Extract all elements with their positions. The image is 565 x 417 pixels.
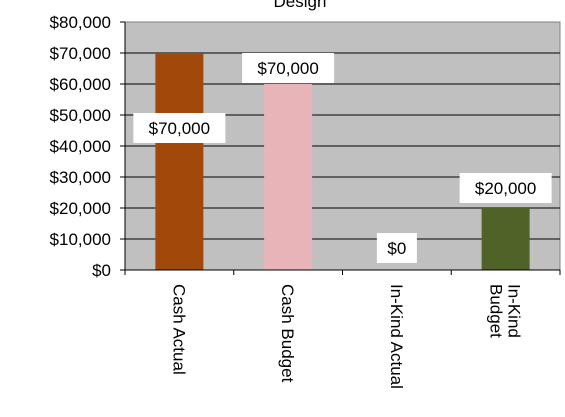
data-labels: $70,000 $70,000 $0 $20,000 [133, 53, 552, 263]
x-tick-label: In-Kind Actual [387, 284, 406, 389]
bars [155, 53, 530, 270]
x-tick-label: Cash Actual [169, 284, 188, 375]
y-tick-label: $50,000 [50, 106, 111, 125]
y-axis: $0 $10,000 $20,000 $30,000 $40,000 $50,000 $60… [50, 13, 126, 280]
chart-title: Design [274, 0, 327, 11]
bar [264, 84, 313, 270]
data-label-box [133, 113, 226, 143]
bar [481, 208, 530, 270]
data-label-box [242, 53, 335, 83]
y-tick-label: $0 [92, 261, 111, 280]
x-tick-label-line: Cash Budget [278, 284, 297, 383]
x-axis: Cash Actual Cash Budget In-Kind Actual In-K… [124, 269, 561, 389]
data-label-text: $70,000 [257, 59, 318, 78]
x-tick-label-line: In-Kind [505, 284, 524, 338]
data-label: $20,000 [459, 173, 552, 203]
y-tick-label: $60,000 [50, 75, 111, 94]
data-label: $70,000 [242, 53, 335, 83]
data-label-text: $70,000 [149, 119, 210, 138]
y-tick-label: $70,000 [50, 44, 111, 63]
data-label: $0 [376, 233, 417, 263]
data-label: $70,000 [133, 113, 226, 143]
x-tick-label-line: In-Kind Actual [387, 284, 406, 389]
data-label-text: $0 [387, 239, 406, 258]
data-label-text: $20,000 [475, 179, 536, 198]
bar [155, 53, 204, 270]
x-tick-label: Cash Budget [278, 284, 297, 383]
y-tick-label: $80,000 [50, 13, 111, 32]
y-tick-label: $40,000 [50, 137, 111, 156]
x-tick-label-line: Budget [487, 284, 506, 338]
x-tick-label-line: Cash Actual [169, 284, 188, 375]
data-label-box [376, 233, 417, 263]
y-tick-label: $30,000 [50, 168, 111, 187]
y-tick-label: $20,000 [50, 199, 111, 218]
data-label-box [459, 173, 552, 203]
y-tick-label: $10,000 [50, 230, 111, 249]
